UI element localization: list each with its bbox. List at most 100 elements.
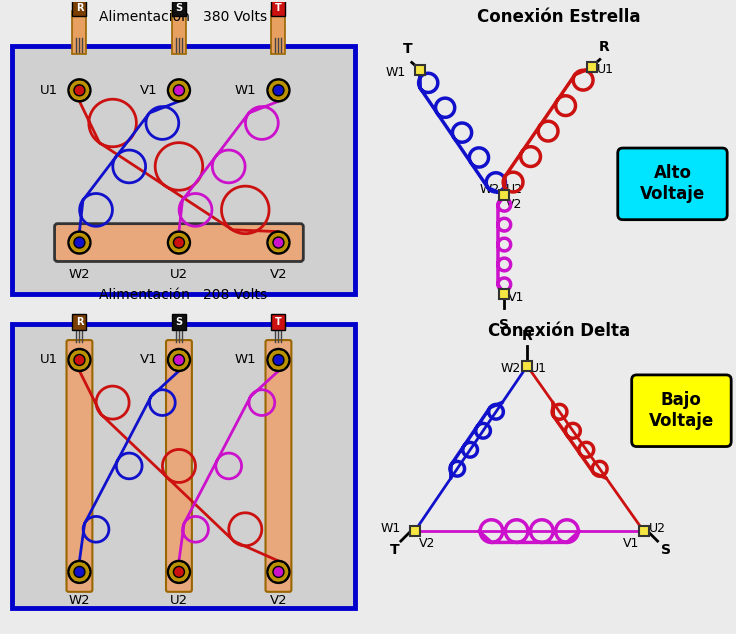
Text: W1: W1 bbox=[235, 84, 257, 97]
Polygon shape bbox=[70, 564, 89, 580]
Circle shape bbox=[74, 566, 85, 578]
Text: T: T bbox=[390, 543, 400, 557]
Circle shape bbox=[273, 354, 284, 365]
Bar bbox=[72, 314, 86, 330]
Text: T: T bbox=[275, 3, 282, 13]
Text: W2: W2 bbox=[479, 183, 499, 197]
Circle shape bbox=[267, 231, 289, 254]
Polygon shape bbox=[269, 564, 288, 580]
Text: T: T bbox=[275, 317, 282, 327]
Bar bbox=[172, 11, 186, 53]
Text: R: R bbox=[76, 3, 83, 13]
Circle shape bbox=[273, 566, 284, 578]
Text: Conexión Estrella: Conexión Estrella bbox=[477, 8, 641, 26]
Text: Conexión Delta: Conexión Delta bbox=[488, 322, 630, 340]
Text: W2: W2 bbox=[68, 268, 91, 281]
Circle shape bbox=[267, 79, 289, 101]
Bar bbox=[272, 314, 286, 330]
Circle shape bbox=[168, 79, 190, 101]
Polygon shape bbox=[169, 235, 188, 250]
Text: R: R bbox=[522, 329, 533, 343]
Circle shape bbox=[74, 354, 85, 365]
Polygon shape bbox=[70, 235, 89, 250]
Circle shape bbox=[174, 566, 185, 578]
FancyBboxPatch shape bbox=[266, 340, 291, 592]
Circle shape bbox=[273, 237, 284, 248]
Bar bbox=[523, 361, 532, 371]
Text: U2: U2 bbox=[648, 522, 665, 534]
Bar bbox=[72, 0, 86, 16]
Circle shape bbox=[267, 349, 289, 371]
Text: T: T bbox=[403, 42, 413, 56]
Circle shape bbox=[168, 561, 190, 583]
Bar bbox=[172, 0, 186, 16]
Circle shape bbox=[68, 231, 91, 254]
Text: V2: V2 bbox=[419, 536, 435, 550]
Polygon shape bbox=[169, 564, 188, 580]
Bar bbox=[587, 63, 597, 72]
Text: W2: W2 bbox=[501, 363, 521, 375]
Polygon shape bbox=[169, 352, 188, 368]
Text: Alto
Voltaje: Alto Voltaje bbox=[640, 164, 705, 204]
Circle shape bbox=[174, 354, 185, 365]
Text: U1: U1 bbox=[597, 63, 614, 76]
Bar bbox=[272, 11, 286, 53]
FancyBboxPatch shape bbox=[12, 46, 355, 294]
Text: S: S bbox=[175, 3, 183, 13]
Text: V2: V2 bbox=[269, 268, 287, 281]
Bar bbox=[410, 526, 420, 536]
Text: V2: V2 bbox=[269, 594, 287, 607]
Text: W1: W1 bbox=[235, 354, 257, 366]
Text: U2: U2 bbox=[170, 594, 188, 607]
FancyBboxPatch shape bbox=[12, 324, 355, 608]
Text: W1: W1 bbox=[381, 522, 401, 534]
Text: S: S bbox=[660, 543, 670, 557]
Text: R: R bbox=[76, 317, 83, 327]
Bar bbox=[499, 289, 509, 299]
Circle shape bbox=[68, 561, 91, 583]
Circle shape bbox=[174, 237, 185, 248]
FancyBboxPatch shape bbox=[66, 340, 93, 592]
Bar bbox=[415, 65, 425, 75]
Text: U2: U2 bbox=[506, 183, 523, 197]
Bar bbox=[272, 0, 286, 16]
Polygon shape bbox=[269, 82, 288, 98]
Text: V1: V1 bbox=[509, 291, 525, 304]
Circle shape bbox=[267, 561, 289, 583]
Text: U1: U1 bbox=[40, 84, 57, 97]
Text: V1: V1 bbox=[139, 84, 157, 97]
Bar bbox=[639, 526, 648, 536]
Circle shape bbox=[168, 231, 190, 254]
Text: W2: W2 bbox=[68, 594, 91, 607]
Text: V1: V1 bbox=[139, 354, 157, 366]
Circle shape bbox=[74, 237, 85, 248]
Text: S: S bbox=[175, 317, 183, 327]
Polygon shape bbox=[70, 82, 89, 98]
FancyBboxPatch shape bbox=[631, 375, 731, 446]
Text: W1: W1 bbox=[386, 66, 406, 79]
Circle shape bbox=[74, 85, 85, 96]
Text: S: S bbox=[499, 318, 509, 332]
Text: Alimentación   208 Volts: Alimentación 208 Volts bbox=[99, 288, 267, 302]
Bar bbox=[499, 190, 509, 200]
Circle shape bbox=[273, 85, 284, 96]
FancyBboxPatch shape bbox=[166, 340, 192, 592]
FancyBboxPatch shape bbox=[618, 148, 727, 219]
FancyBboxPatch shape bbox=[54, 224, 303, 261]
Polygon shape bbox=[269, 235, 288, 250]
Bar bbox=[72, 11, 86, 53]
Circle shape bbox=[68, 349, 91, 371]
Circle shape bbox=[68, 79, 91, 101]
Text: U2: U2 bbox=[170, 268, 188, 281]
Circle shape bbox=[174, 85, 185, 96]
Polygon shape bbox=[269, 352, 288, 368]
Polygon shape bbox=[70, 352, 89, 368]
Text: Alimentación   380 Volts: Alimentación 380 Volts bbox=[99, 10, 267, 23]
Text: U1: U1 bbox=[530, 363, 547, 375]
Bar bbox=[172, 314, 186, 330]
Text: U1: U1 bbox=[40, 354, 57, 366]
Text: V2: V2 bbox=[506, 198, 523, 210]
Text: R: R bbox=[598, 39, 609, 53]
Polygon shape bbox=[169, 82, 188, 98]
Text: V1: V1 bbox=[623, 536, 640, 550]
